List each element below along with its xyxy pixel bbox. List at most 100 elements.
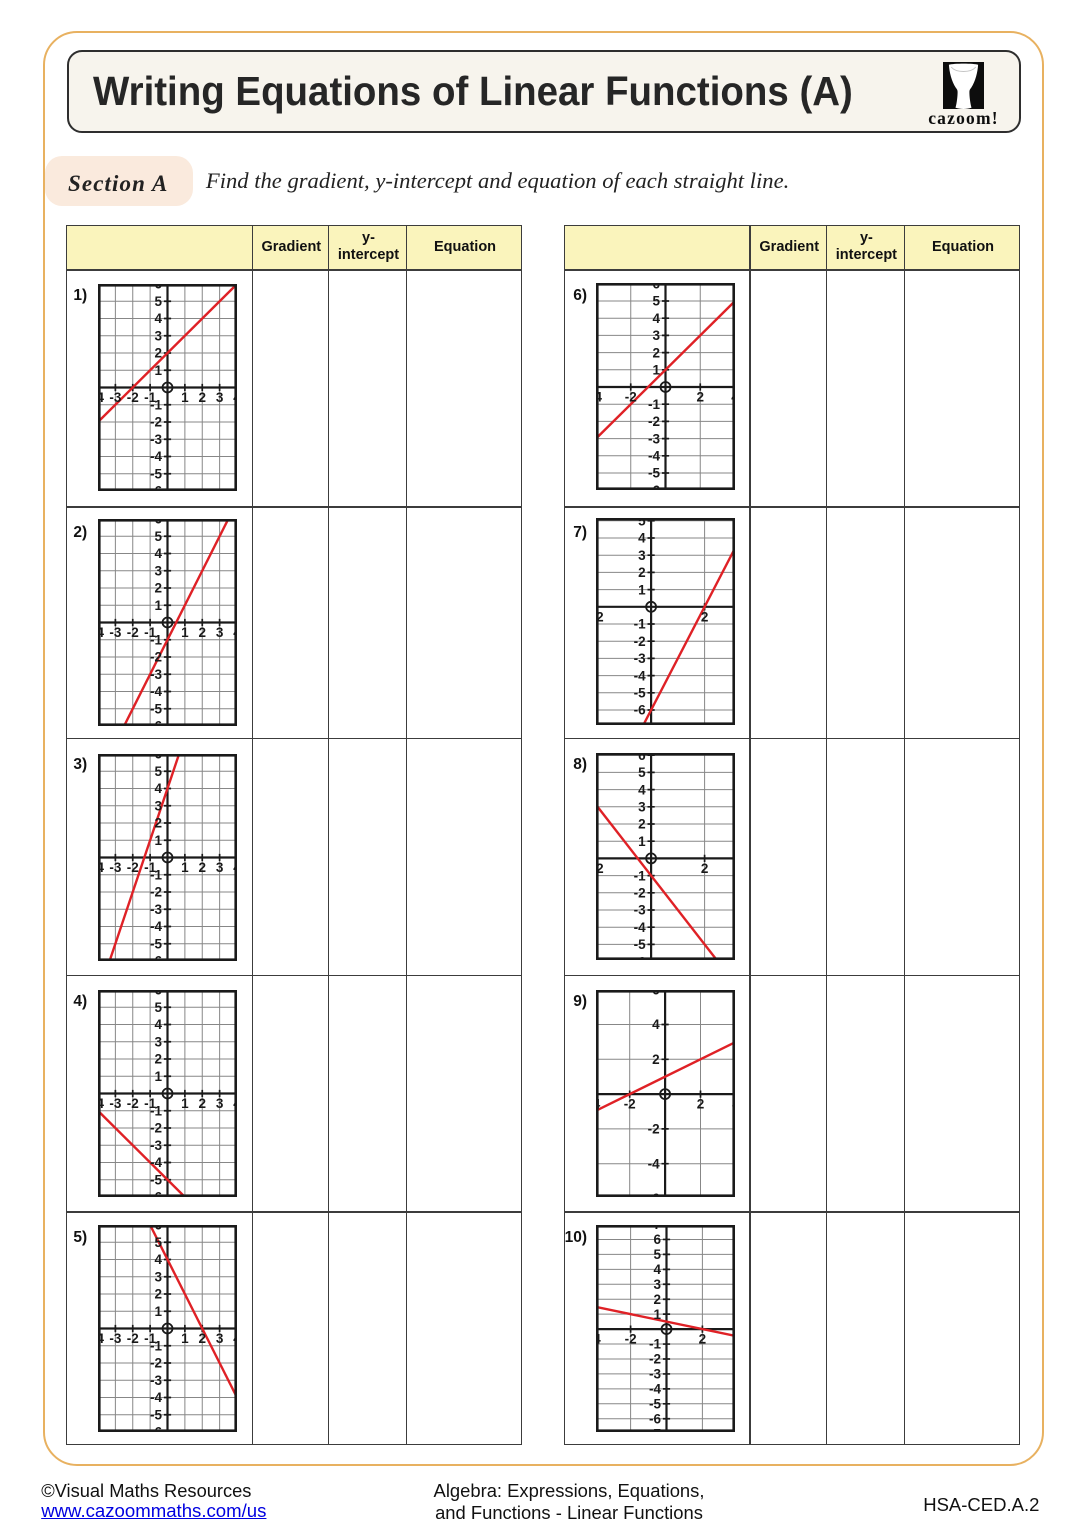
svg-text:1: 1: [181, 625, 189, 640]
svg-text:1: 1: [154, 1303, 162, 1318]
svg-text:4: 4: [154, 311, 162, 326]
svg-text:2: 2: [652, 1052, 660, 1067]
svg-text:3: 3: [652, 328, 660, 343]
svg-text:3: 3: [154, 328, 162, 343]
svg-text:5: 5: [653, 1247, 661, 1262]
svg-text:-1: -1: [633, 868, 645, 883]
svg-text:2: 2: [700, 861, 708, 876]
svg-text:-6: -6: [150, 719, 162, 726]
svg-text:-2: -2: [127, 1096, 139, 1111]
svg-text:-2: -2: [596, 609, 604, 624]
svg-text:2: 2: [696, 390, 704, 405]
svg-text:2: 2: [154, 816, 162, 831]
svg-text:-4: -4: [633, 920, 645, 935]
svg-text:-4: -4: [596, 1331, 601, 1346]
svg-text:4: 4: [154, 1252, 162, 1267]
svg-text:3: 3: [216, 1331, 224, 1346]
svg-text:-4: -4: [649, 1381, 661, 1396]
svg-text:-4: -4: [596, 390, 602, 405]
svg-text:3: 3: [638, 548, 646, 563]
svg-text:-3: -3: [150, 1372, 162, 1387]
svg-text:-4: -4: [150, 919, 162, 934]
svg-text:2: 2: [698, 1331, 706, 1346]
svg-text:3: 3: [216, 625, 224, 640]
svg-text:-4: -4: [98, 625, 104, 640]
svg-text:1: 1: [154, 598, 162, 613]
svg-text:4: 4: [154, 546, 162, 561]
svg-text:-2: -2: [127, 860, 139, 875]
svg-text:-3: -3: [649, 1367, 661, 1382]
svg-text:2: 2: [638, 565, 646, 580]
svg-text:4: 4: [653, 1262, 661, 1277]
svg-text:-3: -3: [150, 667, 162, 682]
svg-text:2: 2: [154, 1286, 162, 1301]
svg-text:1: 1: [652, 363, 660, 378]
svg-text:1: 1: [181, 860, 189, 875]
svg-text:-6: -6: [633, 703, 645, 718]
svg-text:5: 5: [154, 1234, 162, 1249]
svg-text:-1: -1: [649, 1337, 661, 1352]
svg-text:-3: -3: [109, 390, 121, 405]
svg-text:4: 4: [154, 781, 162, 796]
svg-text:-1: -1: [648, 397, 660, 412]
svg-text:-5: -5: [150, 702, 162, 717]
svg-text:1: 1: [154, 363, 162, 378]
svg-text:-1: -1: [144, 390, 156, 405]
svg-text:-3: -3: [150, 432, 162, 447]
svg-text:-4: -4: [596, 1097, 601, 1112]
svg-text:1: 1: [154, 833, 162, 848]
svg-text:6: 6: [652, 283, 660, 292]
svg-text:2: 2: [700, 609, 708, 624]
svg-text:6: 6: [652, 990, 660, 997]
svg-text:4: 4: [233, 625, 237, 640]
svg-text:-5: -5: [150, 1172, 162, 1187]
svg-text:-6: -6: [150, 1424, 162, 1431]
svg-text:-2: -2: [127, 625, 139, 640]
svg-text:-6: -6: [649, 1411, 661, 1426]
svg-text:-2: -2: [150, 885, 162, 900]
svg-text:5: 5: [154, 764, 162, 779]
svg-text:2: 2: [696, 1097, 704, 1112]
svg-text:1: 1: [154, 1069, 162, 1084]
svg-text:2: 2: [198, 1331, 206, 1346]
svg-text:-2: -2: [633, 886, 645, 901]
svg-text:7: 7: [653, 1225, 661, 1232]
svg-text:4: 4: [154, 1017, 162, 1032]
svg-text:3: 3: [154, 1034, 162, 1049]
svg-text:-3: -3: [150, 1138, 162, 1153]
svg-text:6: 6: [154, 284, 162, 292]
svg-text:6: 6: [154, 519, 162, 527]
svg-text:5: 5: [638, 518, 646, 529]
svg-text:6: 6: [154, 1225, 162, 1233]
svg-text:-4: -4: [98, 1331, 104, 1346]
svg-text:5: 5: [154, 294, 162, 309]
svg-text:-2: -2: [150, 1121, 162, 1136]
svg-text:4: 4: [638, 531, 646, 546]
svg-text:-2: -2: [150, 1355, 162, 1370]
svg-text:4: 4: [732, 1097, 735, 1112]
svg-text:-2: -2: [127, 390, 139, 405]
svg-text:4: 4: [731, 390, 735, 405]
svg-text:-3: -3: [109, 625, 121, 640]
svg-text:-4: -4: [98, 390, 104, 405]
svg-text:-4: -4: [150, 1390, 162, 1405]
svg-text:3: 3: [154, 798, 162, 813]
svg-text:-2: -2: [633, 634, 645, 649]
svg-text:3: 3: [653, 1277, 661, 1292]
svg-text:5: 5: [154, 529, 162, 544]
svg-text:5: 5: [638, 765, 646, 780]
svg-text:-2: -2: [127, 1331, 139, 1346]
svg-text:-4: -4: [150, 449, 162, 464]
svg-text:4: 4: [652, 311, 660, 326]
svg-text:2: 2: [198, 625, 206, 640]
svg-text:3: 3: [638, 800, 646, 815]
svg-text:4: 4: [233, 390, 237, 405]
svg-text:-1: -1: [150, 397, 162, 412]
svg-text:1: 1: [181, 1331, 189, 1346]
svg-text:1: 1: [181, 1096, 189, 1111]
svg-text:-5: -5: [648, 466, 660, 481]
svg-text:-2: -2: [649, 1352, 661, 1367]
svg-text:-6: -6: [150, 954, 162, 961]
svg-text:2: 2: [154, 581, 162, 596]
svg-text:-4: -4: [647, 1157, 659, 1172]
